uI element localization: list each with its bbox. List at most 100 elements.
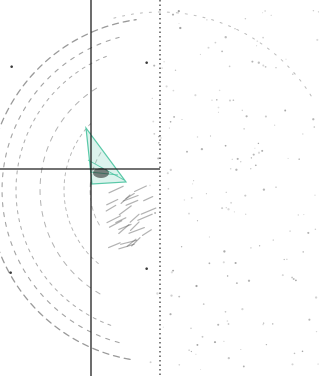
- scatter-point: [241, 109, 244, 112]
- cluster-stroke: [122, 194, 139, 202]
- cluster-stroke: [106, 198, 119, 206]
- scatter-point: [317, 11, 319, 13]
- scatter-point: [214, 41, 217, 44]
- scatter-point: [224, 144, 227, 147]
- scatter-point: [292, 278, 295, 280]
- scatter-point: [192, 183, 194, 185]
- scatter-point: [160, 137, 162, 139]
- scatter-point: [216, 99, 218, 101]
- scatter-point: [297, 214, 299, 216]
- scatter-point: [196, 136, 199, 138]
- scatter-point: [317, 363, 319, 365]
- cluster-stroke: [131, 237, 141, 247]
- scatter-point: [251, 60, 254, 63]
- scatter-point: [234, 28, 236, 30]
- dashed-arc: [0, 19, 137, 361]
- intersection-blob: [93, 168, 109, 178]
- corner-marker-bottom-left: •: [8, 269, 14, 279]
- scatter-point: [250, 247, 252, 249]
- scatter-point: [200, 368, 202, 371]
- scatter-point: [314, 296, 318, 299]
- scatter-point: [180, 246, 183, 248]
- scatter-point: [171, 13, 175, 16]
- scatter-point: [245, 115, 248, 118]
- scatter-point: [302, 251, 304, 253]
- scatter-point: [235, 168, 238, 171]
- scatter-point: [312, 9, 315, 12]
- scatter-point: [308, 318, 311, 321]
- cluster-stroke: [118, 224, 130, 235]
- scatter-point: [314, 228, 317, 231]
- scatter-point: [213, 341, 217, 344]
- cluster-stroke: [125, 192, 135, 200]
- scatter-point: [178, 295, 181, 298]
- scatter-point: [224, 36, 227, 39]
- scatter-point: [207, 46, 210, 49]
- cluster-stroke: [120, 194, 131, 204]
- scatter-point: [177, 10, 180, 13]
- scatter-point: [240, 348, 242, 351]
- cluster-stroke: [125, 199, 139, 206]
- scatter-point: [233, 211, 235, 213]
- scatter-point: [264, 66, 267, 68]
- scatter-point: [285, 58, 287, 60]
- scatter-point: [158, 141, 160, 144]
- scatter-point: [188, 349, 190, 351]
- scatter-point: [208, 236, 210, 238]
- scatter-point: [196, 343, 199, 346]
- scatter-point: [287, 157, 289, 159]
- cluster-stroke: [129, 213, 140, 223]
- scatter-point: [298, 158, 300, 160]
- scatter-point: [153, 64, 156, 67]
- scatter-point: [170, 271, 173, 274]
- cluster-stroke: [118, 243, 135, 250]
- cluster-stroke: [120, 239, 137, 245]
- cluster-stroke: [105, 204, 117, 212]
- scatter-point: [169, 121, 172, 123]
- scatter-point: [283, 258, 285, 261]
- scatter-point: [289, 230, 291, 232]
- scatter-point: [195, 284, 198, 288]
- scatter-point: [153, 132, 156, 135]
- scatter-point: [292, 73, 294, 75]
- scatter-point: [286, 258, 288, 260]
- dashed-arc: [1, 36, 120, 344]
- scatter-point: [254, 164, 257, 167]
- scatter-point: [196, 220, 199, 222]
- scatter-point: [227, 356, 230, 360]
- scatter-point: [195, 353, 197, 355]
- scatter-point: [293, 352, 296, 355]
- scatter-point: [181, 118, 183, 121]
- scatter-point: [262, 36, 264, 39]
- scatter-point: [252, 153, 255, 156]
- scatter-point: [247, 279, 251, 282]
- scatter-point: [211, 99, 213, 101]
- scatter-point: [303, 214, 305, 216]
- scatter-point: [291, 276, 293, 279]
- scatter-point: [221, 50, 224, 53]
- scatter-point: [193, 180, 195, 182]
- scatter-point: [173, 115, 176, 118]
- scatter-point: [275, 67, 277, 69]
- scatter-point: [224, 310, 227, 313]
- scatter-point: [265, 343, 268, 346]
- scatter-point: [149, 361, 152, 364]
- scatter-point: [230, 201, 233, 204]
- scatter-point: [257, 142, 260, 145]
- scatter-point: [245, 213, 247, 215]
- dashed-arc: [113, 11, 315, 102]
- scatter-point: [201, 335, 204, 338]
- scatter-point: [225, 207, 227, 209]
- scatter-point: [186, 150, 188, 153]
- scatter-point: [194, 94, 197, 97]
- scatter-point: [272, 239, 274, 241]
- scatter-point: [221, 207, 224, 210]
- scatter-point: [307, 231, 310, 234]
- scatter-point: [166, 172, 169, 175]
- scatter-point: [168, 127, 170, 129]
- cluster-stroke: [134, 185, 147, 193]
- scatter-point: [172, 269, 175, 272]
- scatter-point: [264, 115, 267, 118]
- cluster-stroke: [118, 223, 132, 230]
- corner-marker-top-left: •: [9, 63, 15, 73]
